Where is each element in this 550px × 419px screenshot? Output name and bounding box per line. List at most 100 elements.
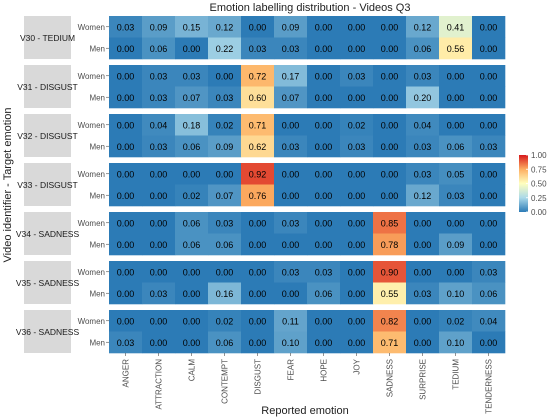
legend-tick-label: 0.00 (531, 208, 547, 217)
heatmap-cell (340, 212, 374, 234)
heatmap-cell (373, 233, 407, 256)
legend-colorbar (519, 155, 528, 212)
cell-value-label: 0.00 (348, 22, 366, 32)
cell-value-label: 0.00 (348, 93, 366, 103)
heatmap-cell (439, 282, 473, 305)
heatmap-cell (142, 310, 176, 332)
x-tick-label: CONTEMPT (221, 359, 230, 404)
cell-value-label: 0.00 (480, 120, 498, 130)
heatmap-cell (406, 86, 440, 109)
heatmap-cell (208, 37, 242, 60)
facet-strip-label: V30 - TEDIUM (20, 33, 75, 43)
x-tick-label: ATTRACTION (155, 359, 164, 410)
heatmap-cell (340, 37, 374, 60)
cell-value-label: 0.00 (183, 289, 201, 299)
cell-value-label: 0.03 (183, 71, 201, 81)
cell-value-label: 0.04 (150, 120, 168, 130)
cell-value-label: 0.03 (414, 289, 432, 299)
cell-value-label: 0.00 (183, 44, 201, 54)
y-tick-label: Men (89, 93, 105, 102)
cell-value-label: 0.62 (249, 142, 267, 152)
heatmap-cell (340, 331, 374, 354)
heatmap-cell (340, 282, 374, 305)
cell-value-label: 0.00 (480, 191, 498, 201)
heatmap-cell (307, 282, 341, 305)
cell-value-label: 0.03 (282, 218, 300, 228)
heatmap-cell (373, 282, 407, 305)
cell-value-label: 0.00 (348, 44, 366, 54)
cell-value-label: 0.10 (282, 338, 300, 348)
cell-value-label: 0.02 (447, 316, 465, 326)
cell-value-label: 0.06 (183, 218, 201, 228)
heatmap-cell (307, 212, 341, 234)
cell-value-label: 0.00 (480, 44, 498, 54)
cell-value-label: 0.00 (117, 289, 135, 299)
cell-value-label: 0.00 (414, 218, 432, 228)
cell-value-label: 0.00 (315, 169, 333, 179)
cell-value-label: 0.90 (381, 267, 399, 277)
cell-value-label: 0.03 (414, 169, 432, 179)
heatmap-cell (472, 135, 506, 158)
cell-value-label: 0.03 (249, 44, 267, 54)
heatmap-cell (274, 114, 308, 136)
heatmap-cell (274, 212, 308, 234)
heatmap-cell (406, 114, 440, 136)
heatmap-cell (373, 212, 407, 234)
legend-tick-label: 0.50 (531, 180, 547, 189)
heatmap-cell (241, 163, 275, 185)
cell-value-label: 0.03 (150, 71, 168, 81)
y-tick-label: Men (89, 191, 105, 200)
cell-value-label: 0.00 (480, 93, 498, 103)
cell-value-label: 0.00 (348, 338, 366, 348)
cell-value-label: 0.06 (150, 44, 168, 54)
cell-value-label: 0.00 (117, 120, 135, 130)
chart-title: Emotion labelling distribution - Videos … (210, 2, 411, 14)
x-tick-label: HOPE (320, 359, 329, 382)
cell-value-label: 0.03 (414, 142, 432, 152)
heatmap-cell (241, 135, 275, 158)
heatmap-cell (439, 261, 473, 283)
cell-value-label: 0.03 (480, 267, 498, 277)
cell-value-label: 0.22 (216, 44, 234, 54)
y-tick-label: Men (89, 44, 105, 53)
heatmap-cell (439, 163, 473, 185)
heatmap-cell (307, 331, 341, 354)
heatmap-cell (175, 331, 209, 354)
heatmap-cell (208, 282, 242, 305)
heatmap-cell (142, 184, 176, 207)
heatmap-cell (109, 135, 143, 158)
heatmap-cell (406, 310, 440, 332)
heatmap-cell (109, 163, 143, 185)
facet-strip-label: V33 - DISGUST (17, 180, 77, 190)
heatmap-cell (175, 114, 209, 136)
cell-value-label: 0.00 (117, 142, 135, 152)
cell-value-label: 0.00 (480, 240, 498, 250)
cell-value-label: 0.03 (282, 267, 300, 277)
heatmap-cell (340, 261, 374, 283)
heatmap-cell (307, 261, 341, 283)
cell-value-label: 0.06 (414, 44, 432, 54)
heatmap-cell (175, 163, 209, 185)
cell-value-label: 0.03 (480, 142, 498, 152)
heatmap-cell (142, 163, 176, 185)
cell-value-label: 0.92 (249, 169, 267, 179)
cell-value-label: 0.04 (480, 316, 498, 326)
cell-value-label: 0.00 (150, 240, 168, 250)
cell-value-label: 0.03 (282, 142, 300, 152)
cell-value-label: 0.00 (480, 218, 498, 228)
cell-value-label: 0.00 (282, 240, 300, 250)
cell-value-label: 0.71 (249, 120, 267, 130)
heatmap-cell (175, 261, 209, 283)
heatmap-cell (373, 135, 407, 158)
heatmap-cell (472, 310, 506, 332)
cell-value-label: 0.00 (249, 316, 267, 326)
heatmap-cell (307, 86, 341, 109)
facet-strip-label: V34 - SADNESS (16, 229, 80, 239)
cell-value-label: 0.00 (480, 338, 498, 348)
heatmap-cell (472, 233, 506, 256)
heatmap-cell (109, 16, 143, 38)
heatmap-cell (142, 282, 176, 305)
heatmap-cell (274, 37, 308, 60)
facet-strip (24, 310, 71, 353)
